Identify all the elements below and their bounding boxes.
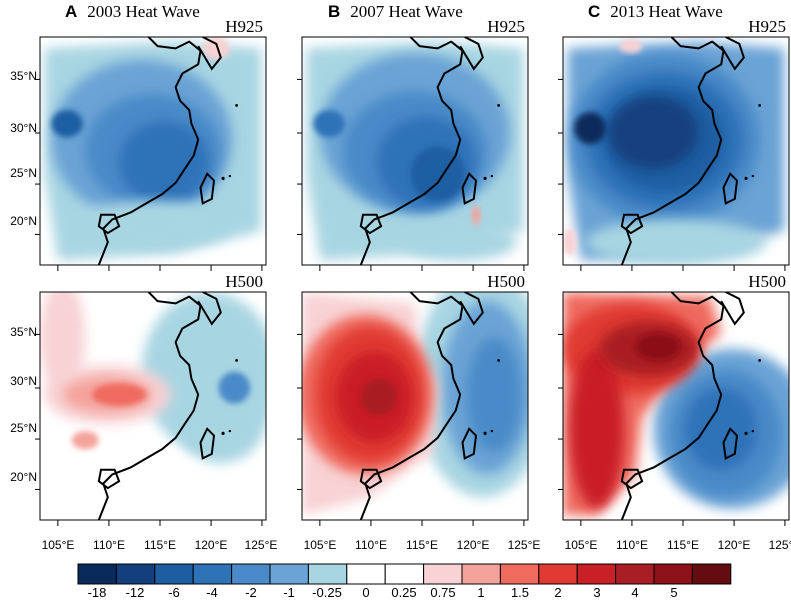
colorbar-label: 5 [670,585,678,600]
map-panel: H925 [35,17,267,271]
map-panel: H925 [297,17,529,271]
map-panel: H925 [558,17,790,271]
lat-label: 30°N [10,121,37,135]
colorbar-swatch [423,563,463,585]
level-label: H500 [748,272,786,291]
colorbar-swatch [538,563,578,585]
colorbar-label: -2 [245,585,257,600]
level-label: H500 [225,272,263,291]
colorbar-label: -1 [283,585,295,600]
lat-label: 25°N [10,421,37,435]
colorbar-label: -18 [87,585,107,600]
lon-label: 125°E [768,538,791,552]
colorbar-label: 0 [362,585,370,600]
level-label: H925 [487,17,525,36]
panel-c-title: C 2013 Heat Wave [588,2,723,21]
lon-label: 120°E [456,538,490,552]
lon-label: 120°E [717,538,751,552]
colorbar-swatch [307,563,348,585]
colorbar-label: -6 [168,585,180,600]
colorbar-label: 2 [554,585,562,600]
map-panel: H500 [558,272,790,526]
lat-label: 35°N [10,69,37,83]
colorbar-label: 0.75 [430,585,456,600]
map-panel: H500 [35,272,267,526]
map-panel: H500 [297,272,529,526]
colorbar-swatch [499,563,540,585]
colorbar-label: 1.5 [510,585,530,600]
panel-a-title: A 2003 Heat Wave [65,2,200,21]
lat-label: 25°N [10,166,37,180]
colorbar-label: 1 [477,585,485,600]
colorbar-swatch [77,563,117,585]
level-label: H500 [487,272,525,291]
lat-label: 20°N [10,214,37,228]
lon-label: 105°E [41,538,75,552]
colorbar-swatch [384,563,425,585]
level-label: H925 [225,17,263,36]
colorbar-swatch [615,563,655,585]
lon-label: 110°E [616,538,648,552]
lon-label: 125°E [244,538,278,552]
lon-label: 110°E [93,538,125,552]
colorbar-swatch [576,563,617,585]
colorbar-swatch [269,563,309,585]
colorbar-label: 3 [593,585,601,600]
colorbar-label: -0.25 [312,585,342,600]
colorbar-swatch [653,563,693,585]
colorbar-label: 4 [631,585,639,600]
level-label: H925 [748,17,786,36]
lat-label: 20°N [10,470,37,484]
lon-label: 115°E [667,538,699,552]
lon-label: 115°E [406,538,438,552]
colorbar-swatch [691,563,732,585]
colorbar-swatch [192,563,233,585]
colorbar-swatch [154,563,194,585]
colorbar-label: 0.25 [391,585,417,600]
lon-label: 105°E [303,538,337,552]
lon-label: 115°E [144,538,176,552]
colorbar-swatch [461,563,501,585]
colorbar-swatch [346,563,386,585]
colorbar-swatch [115,563,156,585]
lon-label: 120°E [194,538,228,552]
colorbar-label: -12 [125,585,145,600]
lon-label: 125°E [507,538,541,552]
colorbar-swatch [231,563,271,585]
lon-label: 105°E [564,538,598,552]
panel-b-title: B 2007 Heat Wave [328,2,463,21]
colorbar [77,563,732,585]
colorbar-label: -4 [206,585,218,600]
lat-label: 30°N [10,374,37,388]
lon-label: 110°E [355,538,387,552]
lat-label: 35°N [10,325,37,339]
